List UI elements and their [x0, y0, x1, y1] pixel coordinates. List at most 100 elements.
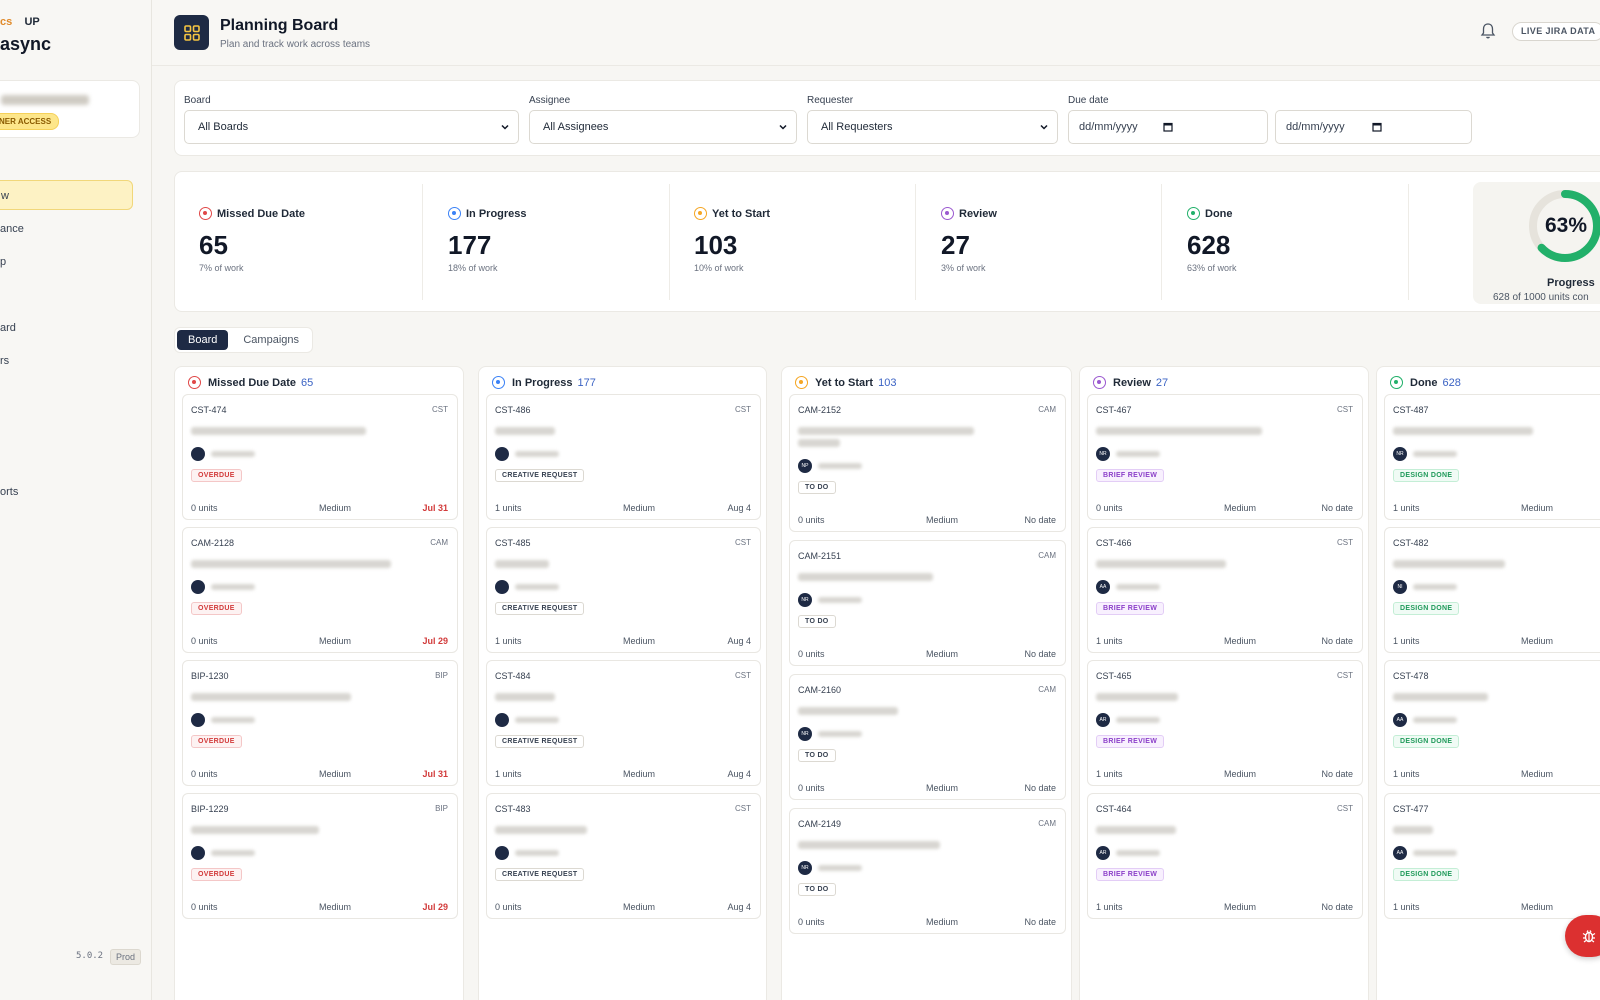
task-key: CST-485 [495, 538, 531, 548]
task-card[interactable]: CST-477 AA DESIGN DONE 1 units Medium [1384, 793, 1600, 919]
column-header: Missed Due Date 65 [188, 376, 313, 389]
column-title: In Progress [512, 377, 573, 389]
progress-ring [1529, 190, 1600, 262]
task-card[interactable]: BIP-1229 BIP OVERDUE 0 units Medium Jul 29 [182, 793, 458, 919]
status-badge: OVERDUE [191, 469, 242, 482]
assignee-avatar [495, 447, 509, 461]
calendar-icon[interactable] [1372, 122, 1382, 132]
sidebar-item-users[interactable]: rs [0, 355, 10, 367]
sidebar-item-overview[interactable]: w [0, 180, 133, 210]
task-summary-blurred [798, 573, 933, 581]
chevron-down-icon [501, 124, 509, 130]
task-due-date: No date [1321, 503, 1353, 513]
status-badge: DESIGN DONE [1393, 602, 1460, 615]
bug-report-button[interactable] [1565, 915, 1600, 957]
task-card[interactable]: CAM-2149 CAM NR TO DO 0 units Medium No date [789, 808, 1066, 934]
task-card[interactable]: CST-466 CST AA BRIEF REVIEW 1 units Medium No … [1087, 527, 1363, 653]
requester-filter-value: All Requesters [821, 121, 893, 133]
column-title: Yet to Start [815, 377, 874, 389]
task-units: 0 units [495, 902, 522, 912]
task-card[interactable]: CST-487 NR DESIGN DONE 1 units Medium [1384, 394, 1600, 520]
due-date-from-input[interactable]: dd/mm/yyyy [1068, 110, 1268, 144]
task-card[interactable]: CST-482 NI DESIGN DONE 1 units Medium [1384, 527, 1600, 653]
assignee-name-blurred [818, 731, 862, 737]
stat-label-text: In Progress [466, 208, 527, 220]
assignee-avatar: NI [1393, 580, 1407, 594]
requester-filter-select[interactable]: All Requesters [807, 110, 1058, 144]
sidebar-item-board[interactable]: ard [0, 322, 16, 334]
task-card[interactable]: BIP-1230 BIP OVERDUE 0 units Medium Jul 31 [182, 660, 458, 786]
project-code: CST [735, 804, 751, 813]
stat-label: Review [941, 207, 997, 220]
board-filter-select[interactable]: All Boards [184, 110, 519, 144]
bell-icon[interactable] [1480, 22, 1496, 45]
task-summary-blurred [495, 427, 555, 435]
task-card[interactable]: CST-486 CST CREATIVE REQUEST 1 units Medium A… [486, 394, 761, 520]
status-badge: BRIEF REVIEW [1096, 602, 1165, 615]
stat-label-text: Yet to Start [712, 208, 771, 220]
due-date-to-input[interactable]: dd/mm/yyyy [1275, 110, 1472, 144]
calendar-icon[interactable] [1163, 122, 1173, 132]
assignee-filter-select[interactable]: All Assignees [529, 110, 797, 144]
assignee-name-blurred [211, 584, 255, 590]
tab-board[interactable]: Board [177, 330, 229, 350]
task-card[interactable]: CST-483 CST CREATIVE REQUEST 0 units Medium A… [486, 793, 761, 919]
assignee-avatar: NR [1393, 447, 1407, 461]
column-count: 177 [577, 377, 596, 389]
task-card[interactable]: CST-465 CST AR BRIEF REVIEW 1 units Medium No … [1087, 660, 1363, 786]
assignee-avatar: NP [798, 459, 812, 473]
task-units: 0 units [1096, 503, 1123, 513]
task-card[interactable]: CST-467 CST NR BRIEF REVIEW 0 units Medium No … [1087, 394, 1363, 520]
task-card[interactable]: CAM-2152 CAM NP TO DO 0 units Medium No date [789, 394, 1066, 532]
task-card[interactable]: CAM-2151 CAM NR TO DO 0 units Medium No date [789, 540, 1066, 666]
task-card[interactable]: CAM-2128 CAM OVERDUE 0 units Medium Jul 29 [182, 527, 458, 653]
status-circle-icon [795, 376, 808, 389]
task-priority: Medium [926, 649, 959, 659]
assignee-name-blurred [818, 865, 862, 871]
task-units: 0 units [798, 917, 825, 927]
task-card[interactable]: CST-478 AA DESIGN DONE 1 units Medium [1384, 660, 1600, 786]
task-card[interactable]: CAM-2160 CAM NR TO DO 0 units Medium No date [789, 674, 1066, 800]
task-key: CST-478 [1393, 671, 1429, 681]
progress-circle-icon [448, 207, 461, 220]
alert-circle-icon [199, 207, 212, 220]
task-due-date: Aug 4 [727, 503, 751, 513]
task-summary-blurred [1393, 693, 1488, 701]
task-summary-blurred [495, 826, 587, 834]
task-key: BIP-1229 [191, 804, 229, 814]
sidebar-item-setup[interactable]: p [0, 256, 7, 268]
assignee-avatar [191, 447, 205, 461]
task-due-date: Jul 29 [422, 636, 448, 646]
board-column: Done 628 CST-487 NR DESIGN DONE 1 units Medium… [1376, 366, 1600, 1000]
task-priority: Medium [1521, 769, 1554, 779]
status-circle-icon [188, 376, 201, 389]
task-summary-blurred [191, 427, 366, 435]
status-badge: TO DO [798, 615, 836, 628]
task-due-date: No date [1024, 783, 1056, 793]
stat-share: 18% of work [448, 263, 498, 273]
task-units: 1 units [1393, 503, 1420, 513]
sidebar-item-governance[interactable]: ance [0, 223, 24, 235]
status-badge: BRIEF REVIEW [1096, 735, 1165, 748]
column-header: Done 628 [1390, 376, 1461, 389]
task-key: CST-465 [1096, 671, 1132, 681]
task-card[interactable]: CST-464 CST AR BRIEF REVIEW 1 units Medium No … [1087, 793, 1363, 919]
task-card[interactable]: CST-484 CST CREATIVE REQUEST 1 units Medium A… [486, 660, 761, 786]
board-column: Review 27 CST-467 CST NR BRIEF REVIEW 0 units M… [1079, 366, 1369, 1000]
task-key: CAM-2128 [191, 538, 235, 548]
task-units: 0 units [798, 649, 825, 659]
progress-percent: 63% [1545, 214, 1588, 237]
assignee-name-blurred [1413, 850, 1457, 856]
assignee-avatar [191, 713, 205, 727]
divider [1161, 184, 1162, 300]
status-badge: TO DO [798, 481, 836, 494]
assignee-name-blurred [818, 597, 862, 603]
tab-campaigns[interactable]: Campaigns [243, 334, 299, 346]
task-key: CAM-2149 [798, 819, 842, 829]
task-card[interactable]: CST-485 CST CREATIVE REQUEST 1 units Medium A… [486, 527, 761, 653]
task-card[interactable]: CST-474 CST OVERDUE 0 units Medium Jul 31 [182, 394, 458, 520]
sidebar-item-reports[interactable]: orts [0, 486, 19, 498]
assignee-name-blurred [1413, 451, 1457, 457]
project-code: CST [735, 405, 751, 414]
user-card[interactable]: NER ACCESS [0, 80, 140, 138]
